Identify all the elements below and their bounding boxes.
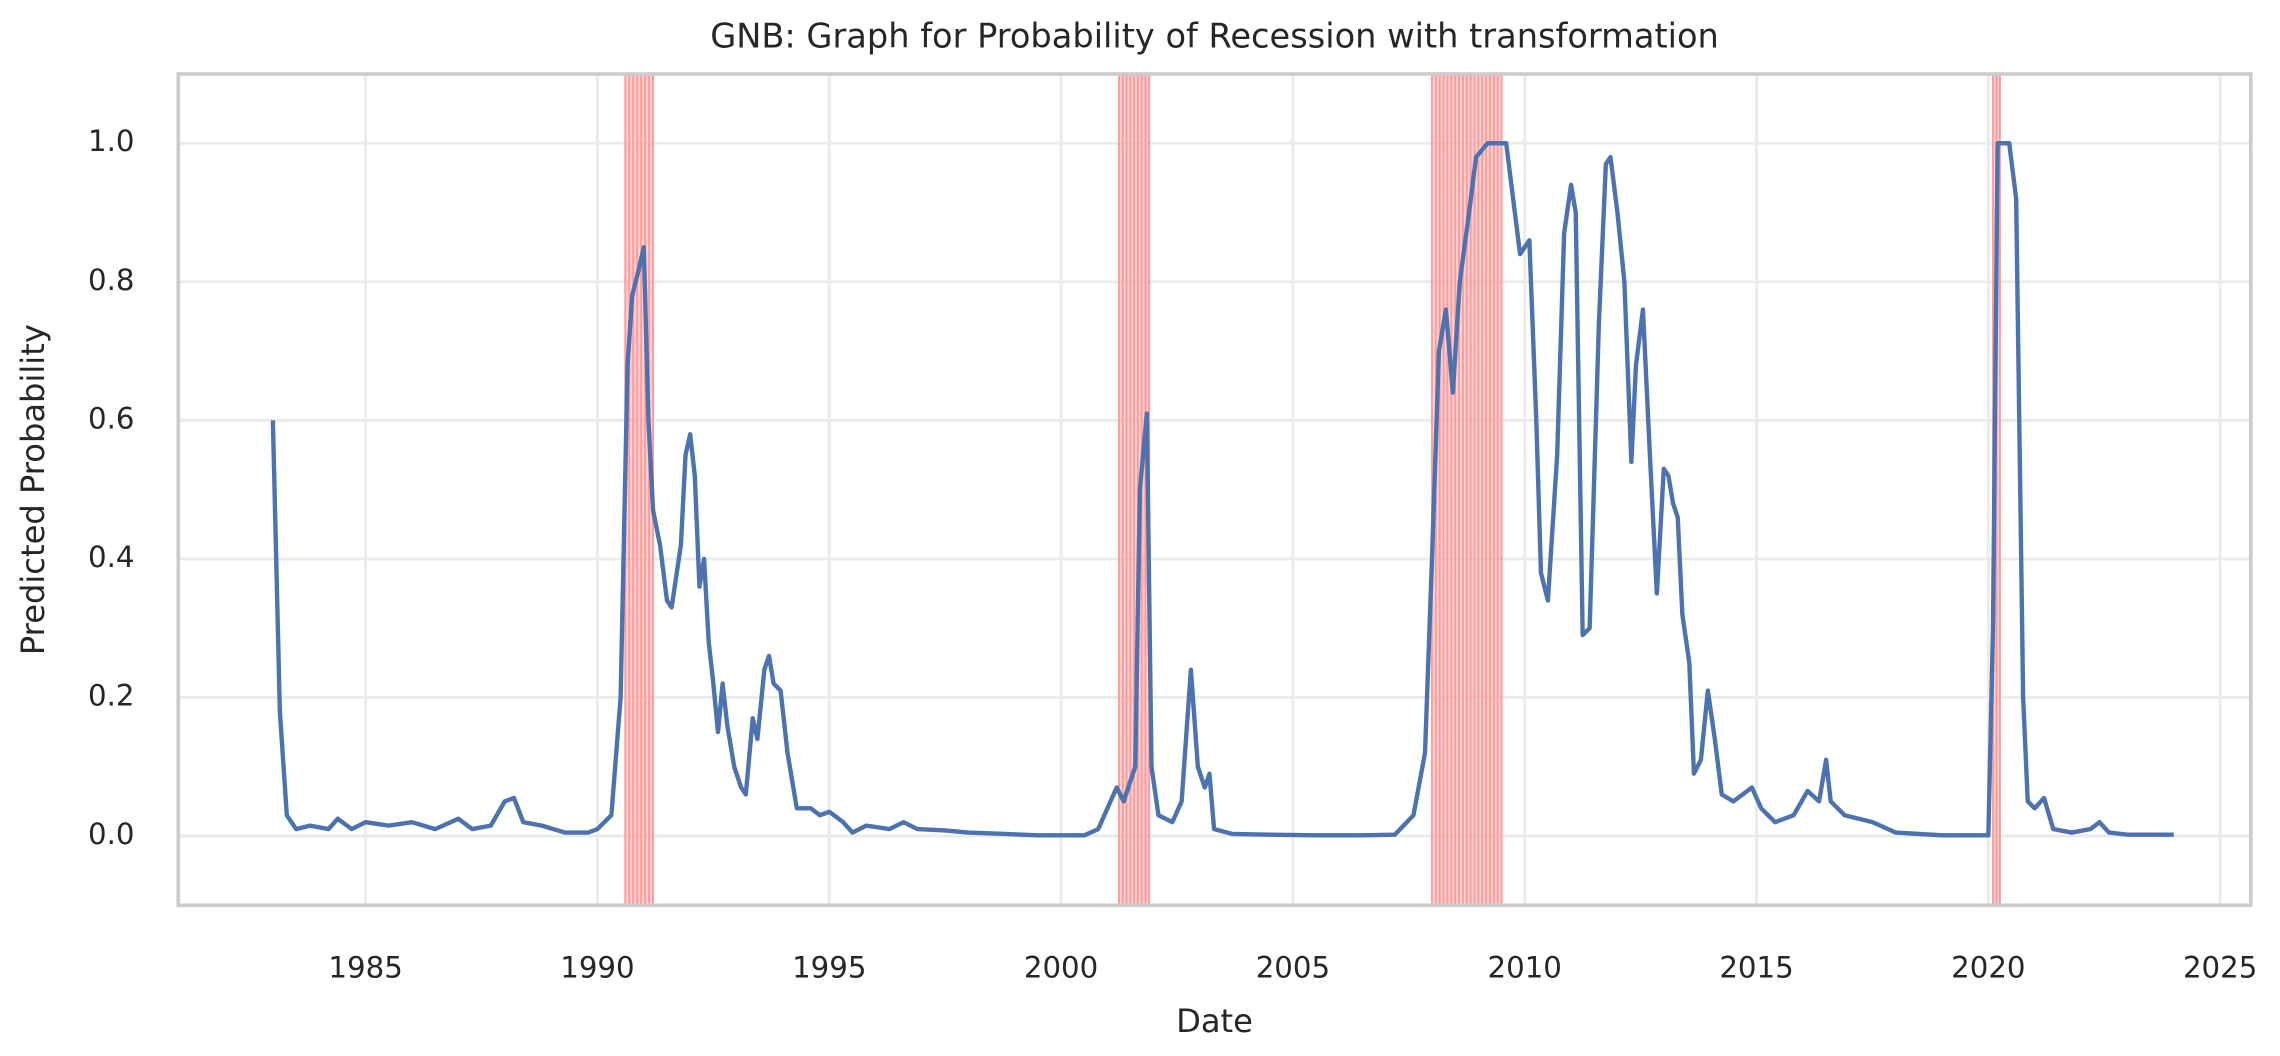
y-tick-label: 0.4 (88, 540, 134, 574)
y-tick-label: 1.0 (88, 124, 134, 158)
x-tick-label: 2000 (1024, 951, 1098, 985)
plot-area: 1985 1990 1995 2000 2005 2010 2015 2020 2025 0.0 0… (88, 72, 2257, 985)
x-tick-label: 2025 (2183, 951, 2257, 985)
y-tick-label: 0.2 (88, 678, 134, 712)
series-line (270, 141, 2174, 838)
y-axis-label: Predicted Probability (14, 324, 52, 655)
plot-frame (176, 72, 2253, 908)
y-tick-label: 0.8 (88, 263, 134, 297)
chart-title: GNB: Graph for Probability of Recession … (710, 17, 1719, 56)
x-tick-label: 2005 (1256, 951, 1330, 985)
x-axis-label: Date (1176, 1002, 1253, 1040)
x-tick-label: 1985 (328, 951, 402, 985)
y-tick-label: 0.0 (88, 817, 134, 851)
x-tick-label: 1995 (792, 951, 866, 985)
x-tick-label: 2015 (1719, 951, 1793, 985)
x-tick-label: 2020 (1951, 951, 2025, 985)
y-tick-label: 0.6 (88, 401, 134, 435)
x-tick-label: 2010 (1488, 951, 1562, 985)
x-tick-label: 1990 (560, 951, 634, 985)
